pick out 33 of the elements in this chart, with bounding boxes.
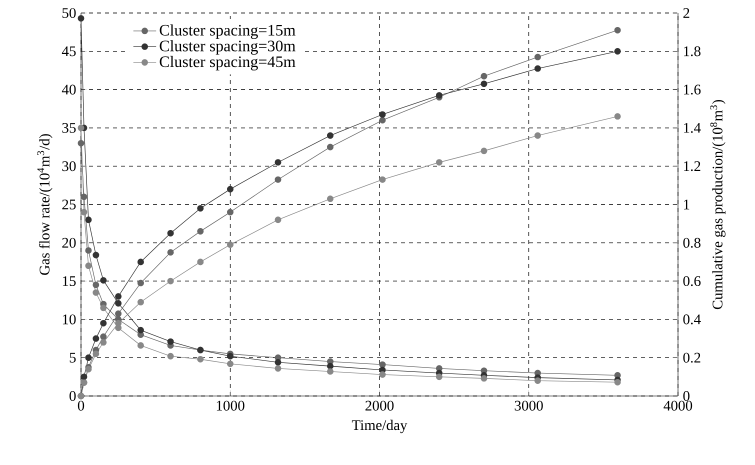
y2-axis-title: Cumulative gas production/(10$^{8}$m$^{3}$): [710, 100, 726, 310]
x-tick-label: 1000: [216, 400, 244, 411]
y-tick-label: 45: [62, 46, 76, 56]
y2-tick-label: 0.8: [683, 238, 700, 248]
x-tick-label: 2000: [365, 400, 394, 411]
x-tick-label: 3000: [514, 400, 543, 411]
y-tick-label: 35: [62, 122, 76, 133]
y2-tick-label: 0: [683, 391, 690, 401]
y-tick-label: 0: [70, 391, 76, 401]
y2-tick-label: 1: [684, 200, 690, 210]
x-axis-title: Time/day: [352, 420, 408, 434]
y2-tick-label: 1.2: [684, 161, 700, 172]
y2-tick-label: 1.6: [684, 84, 701, 95]
legend-label: Cluster spacing=30m: [160, 40, 296, 55]
y2-tick-label: 0.4: [683, 314, 701, 324]
y-tick-label: 25: [62, 200, 76, 210]
y2-tick-label: 1.4: [684, 122, 701, 133]
y-tick-label: 30: [62, 161, 76, 172]
y-tick-label: 50: [62, 8, 76, 18]
y-tick-label: 40: [62, 84, 76, 95]
y2-tick-label: 0.2: [683, 352, 700, 363]
x-tick-label: 4000: [664, 400, 692, 411]
y-tick-label: 20: [62, 238, 76, 248]
legend-label: Cluster spacing=45m: [160, 56, 296, 70]
y-tick-label: 5: [70, 352, 76, 363]
y-tick-label: 10: [62, 314, 76, 324]
y2-tick-label: 2: [683, 8, 690, 18]
y-axis-title: Gas flow rate/(10$^{4}$m$^{3}$/d): [37, 134, 52, 275]
y-tick-label: 15: [62, 276, 76, 286]
x-tick-label: 0: [78, 400, 84, 411]
legend-label: Cluster spacing=15m: [160, 24, 296, 39]
y2-tick-label: 1.8: [684, 46, 700, 56]
y2-tick-label: 0.6: [683, 276, 701, 286]
